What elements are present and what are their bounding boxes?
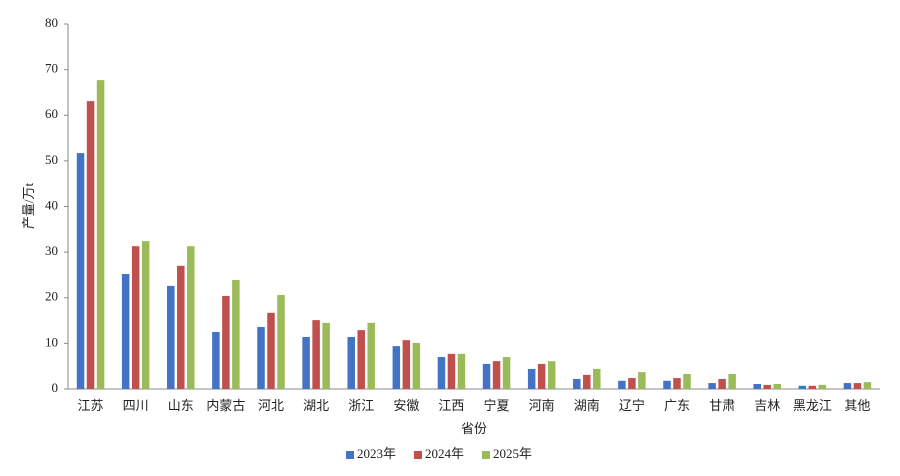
- legend-label: 2024年: [425, 446, 464, 461]
- bar: [683, 373, 691, 389]
- legend-swatch: [414, 451, 422, 459]
- y-tick-label: 70: [45, 61, 58, 76]
- bar: [187, 246, 195, 389]
- bar: [547, 361, 556, 389]
- bar: [222, 295, 230, 389]
- bar: [708, 383, 716, 389]
- x-tick-label: 湖北: [303, 398, 329, 413]
- bar: [663, 380, 671, 389]
- bar: [843, 383, 852, 389]
- bar: [808, 385, 817, 389]
- bar: [212, 331, 220, 389]
- bar: [718, 378, 726, 389]
- bar: [773, 383, 781, 389]
- y-tick-label: 50: [45, 152, 58, 167]
- bar: [853, 383, 862, 389]
- x-tick-label: 安徽: [393, 398, 419, 413]
- legend-swatch: [346, 451, 354, 459]
- x-tick-label: 四川: [123, 398, 149, 413]
- bar: [412, 342, 421, 389]
- bar: [628, 378, 636, 389]
- bar: [177, 265, 185, 389]
- y-tick-label: 20: [45, 289, 58, 304]
- bar: [447, 353, 456, 389]
- bar: [818, 384, 827, 389]
- x-tick-label: 山东: [168, 398, 194, 413]
- x-tick-label: 辽宁: [619, 398, 645, 413]
- bar: [121, 274, 130, 389]
- legend-swatch: [482, 451, 490, 459]
- y-tick-label: 0: [52, 380, 59, 395]
- bar: [492, 361, 501, 389]
- bar: [402, 340, 411, 389]
- y-tick-label: 60: [45, 106, 58, 121]
- x-tick-label: 浙江: [348, 398, 374, 413]
- x-tick-label: 广东: [664, 398, 690, 413]
- y-tick-label: 30: [45, 243, 58, 258]
- bar: [573, 378, 581, 389]
- bar: [96, 80, 105, 390]
- x-tick-label: 甘肃: [709, 398, 735, 413]
- bar: [131, 246, 140, 389]
- bar: [267, 312, 275, 389]
- bar: [618, 380, 626, 389]
- y-axis-label: 产量/万t: [21, 183, 36, 230]
- bar: [763, 384, 771, 389]
- bar: [347, 336, 355, 389]
- bar: [798, 385, 807, 389]
- bar: [302, 336, 310, 389]
- bar: [167, 285, 175, 389]
- bar: [392, 346, 401, 389]
- bar: [638, 372, 646, 389]
- bar: [593, 368, 601, 389]
- x-tick-label: 江西: [438, 398, 464, 413]
- y-tick-label: 80: [45, 15, 58, 30]
- bar: [457, 353, 466, 389]
- bar: [583, 374, 591, 389]
- bar: [367, 322, 375, 389]
- bar: [141, 241, 150, 389]
- bar: [357, 330, 365, 389]
- y-tick-label: 10: [45, 334, 58, 349]
- x-tick-label: 江苏: [78, 398, 104, 413]
- bar: [482, 363, 491, 389]
- bar: [863, 382, 872, 389]
- x-tick-label: 其他: [844, 398, 870, 413]
- x-tick-label: 内蒙古: [206, 398, 245, 413]
- bar: [322, 322, 330, 389]
- bar: [86, 101, 95, 389]
- x-tick-label: 湖南: [574, 398, 600, 413]
- bar: [673, 378, 681, 389]
- bar: [312, 320, 320, 389]
- x-tick-label: 吉林: [754, 398, 780, 413]
- y-tick-label: 40: [45, 197, 58, 212]
- x-tick-label: 河南: [529, 398, 555, 413]
- x-tick-label: 河北: [258, 398, 284, 413]
- bar: [537, 363, 546, 389]
- bar: [437, 357, 446, 389]
- bar: [76, 153, 85, 389]
- x-tick-label: 宁夏: [484, 398, 510, 413]
- bar: [753, 383, 761, 389]
- x-tick-label: 黑龙江: [793, 398, 832, 413]
- legend-label: 2023年: [357, 446, 396, 461]
- bar: [277, 295, 285, 389]
- bar: [257, 326, 265, 389]
- bar: [527, 368, 536, 389]
- bar: [232, 279, 240, 389]
- bar: [502, 357, 511, 389]
- bar: [728, 373, 736, 389]
- x-axis-label: 省份: [461, 421, 487, 436]
- legend-label: 2025年: [493, 446, 532, 461]
